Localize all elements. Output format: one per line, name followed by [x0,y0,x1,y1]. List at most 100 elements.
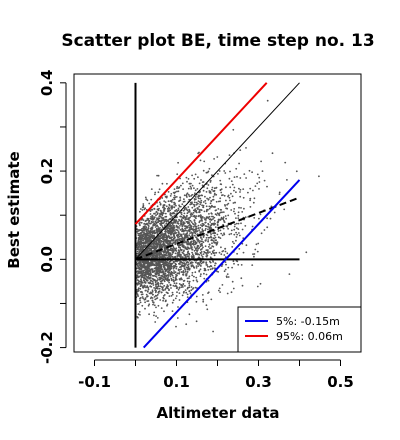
scatter-point [168,203,171,206]
scatter-point [205,255,208,258]
scatter-point [210,298,213,301]
scatter-point [195,201,198,204]
scatter-point [175,275,177,278]
scatter-point [192,279,195,282]
scatter-point [140,231,142,234]
scatter-point [177,306,179,308]
scatter-point [169,223,171,226]
scatter-point [215,209,218,212]
scatter-point [154,226,157,228]
scatter-point [213,254,216,257]
scatter-point [172,278,175,281]
scatter-point [179,197,182,199]
scatter-point [161,282,164,285]
scatter-point [211,188,213,191]
scatter-point [163,204,166,206]
scatter-point [148,267,151,270]
scatter-point [234,201,237,204]
scatter-point [151,218,154,221]
scatter-point [170,270,173,273]
scatter-point [137,289,140,292]
scatter-point [149,279,152,282]
scatter-point [166,261,169,264]
scatter-point [178,299,181,301]
scatter-point [142,203,145,205]
scatter-point [150,282,153,285]
scatter-point [218,218,220,221]
scatter-point [198,211,200,214]
scatter-point [191,242,194,245]
scatter-point [230,232,233,235]
scatter-point [141,247,144,250]
scatter-point [209,251,211,254]
scatter-point [214,205,216,208]
scatter-point [232,260,235,263]
scatter-point [229,199,231,202]
scatter-point [263,229,266,231]
scatter-point [318,175,320,178]
scatter-point [149,263,152,266]
scatter-point [184,234,186,237]
scatter-point [233,189,235,192]
scatter-point [175,295,178,297]
scatter-point [171,242,174,245]
scatter-point [206,308,209,311]
scatter-point [158,235,161,238]
scatter-point [212,198,215,201]
scatter-point [176,255,179,258]
scatter-point [198,229,201,232]
scatter-point [173,234,176,237]
scatter-point [172,228,175,231]
scatter-point [219,219,222,221]
scatter-point [158,243,160,246]
scatter-point [139,229,142,231]
scatter-point [164,272,167,275]
scatter-point [203,250,206,253]
scatter-point [161,288,164,291]
scatter-point [163,249,166,251]
scatter-point [209,256,212,259]
scatter-point [214,236,217,239]
scatter-point [245,177,248,179]
scatter-point [204,199,207,202]
scatter-point [214,222,217,225]
scatter-point [186,212,189,215]
scatter-point [191,274,194,277]
scatter-point [162,299,165,302]
scatter-point [165,218,168,221]
scatter-point [139,261,142,264]
scatter-point [169,231,172,234]
scatter-point [163,279,166,281]
scatter-point [168,278,171,281]
scatter-point [159,282,162,285]
scatter-point [201,244,203,247]
scatter-point [239,195,242,198]
scatter-point [164,201,167,204]
scatter-point [182,286,184,288]
scatter-point [206,251,209,254]
scatter-point [189,228,192,231]
scatter-point [223,221,226,224]
scatter-point [143,252,145,255]
scatter-point [187,178,190,180]
scatter-point [170,214,173,217]
scatter-point [137,313,140,316]
scatter-point [165,220,168,223]
scatter-point [251,264,254,266]
scatter-point [147,288,150,291]
scatter-point [143,279,146,282]
scatter-point [223,170,226,172]
scatter-point [192,203,195,206]
scatter-point [234,223,236,226]
scatter-point [209,206,212,208]
scatter-point [147,225,150,228]
scatter-point [137,279,140,282]
scatter-point [161,225,164,228]
scatter-point [208,236,211,239]
scatter-point [258,181,261,183]
scatter-point [233,225,236,228]
scatter-point [162,263,165,266]
scatter-point [241,228,244,231]
scatter-point [231,266,234,269]
scatter-point [168,266,171,269]
